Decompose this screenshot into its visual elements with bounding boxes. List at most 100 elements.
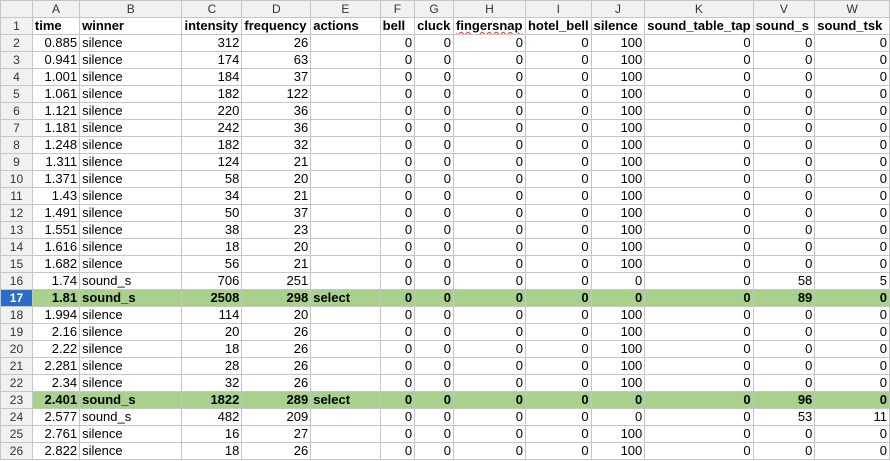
cell-v[interactable]: 0 bbox=[752, 306, 816, 324]
row-header[interactable]: 7 bbox=[0, 119, 33, 137]
cell-d[interactable]: 37 bbox=[241, 204, 312, 222]
cell-v[interactable]: 0 bbox=[752, 136, 816, 154]
cell-f[interactable]: 0 bbox=[379, 272, 416, 290]
cell-k[interactable]: 0 bbox=[644, 442, 754, 460]
cell-h[interactable]: 0 bbox=[453, 306, 526, 324]
cell-c[interactable]: 2508 bbox=[181, 289, 243, 307]
cell-b[interactable]: silence bbox=[79, 102, 183, 120]
cell-a[interactable]: 1.682 bbox=[31, 255, 81, 273]
cell-v[interactable]: sound_s bbox=[752, 17, 816, 35]
cell-h[interactable]: 0 bbox=[453, 289, 526, 307]
cell-f[interactable]: 0 bbox=[379, 170, 416, 188]
cell-h[interactable]: 0 bbox=[453, 238, 526, 256]
cell-g[interactable]: 0 bbox=[414, 221, 455, 239]
cell-g[interactable]: 0 bbox=[414, 153, 455, 171]
cell-a[interactable]: 1.181 bbox=[31, 119, 81, 137]
cell-a[interactable]: 2.16 bbox=[31, 323, 81, 341]
cell-c[interactable]: 20 bbox=[181, 323, 243, 341]
cell-b[interactable]: silence bbox=[79, 204, 183, 222]
cell-j[interactable]: 100 bbox=[590, 102, 646, 120]
cell-j[interactable]: 100 bbox=[590, 425, 646, 443]
cell-a[interactable]: 1.994 bbox=[31, 306, 81, 324]
cell-b[interactable]: sound_s bbox=[79, 289, 183, 307]
cell-j[interactable]: 100 bbox=[590, 374, 646, 392]
cell-f[interactable]: 0 bbox=[379, 51, 416, 69]
cell-w[interactable]: 0 bbox=[814, 136, 890, 154]
cell-c[interactable]: 16 bbox=[181, 425, 243, 443]
cell-k[interactable]: 0 bbox=[644, 238, 754, 256]
cell-w[interactable]: 0 bbox=[814, 51, 890, 69]
column-header-h[interactable]: H bbox=[453, 0, 526, 18]
cell-k[interactable]: 0 bbox=[644, 289, 754, 307]
cell-f[interactable]: 0 bbox=[379, 68, 416, 86]
cell-a[interactable]: 1.248 bbox=[31, 136, 81, 154]
cell-b[interactable]: silence bbox=[79, 442, 183, 460]
cell-e[interactable] bbox=[310, 238, 381, 256]
cell-f[interactable]: 0 bbox=[379, 306, 416, 324]
cell-d[interactable]: 298 bbox=[241, 289, 312, 307]
cell-c[interactable]: 220 bbox=[181, 102, 243, 120]
cell-f[interactable]: 0 bbox=[379, 204, 416, 222]
cell-g[interactable]: 0 bbox=[414, 374, 455, 392]
cell-e[interactable] bbox=[310, 170, 381, 188]
cell-w[interactable]: sound_tsk bbox=[814, 17, 890, 35]
cell-j[interactable]: 100 bbox=[590, 221, 646, 239]
cell-d[interactable]: 26 bbox=[241, 323, 312, 341]
row-header[interactable]: 5 bbox=[0, 85, 33, 103]
cell-g[interactable]: 0 bbox=[414, 34, 455, 52]
cell-w[interactable]: 0 bbox=[814, 374, 890, 392]
cell-j[interactable]: 100 bbox=[590, 357, 646, 375]
cell-c[interactable]: 182 bbox=[181, 136, 243, 154]
cell-k[interactable]: 0 bbox=[644, 221, 754, 239]
row-header[interactable]: 10 bbox=[0, 170, 33, 188]
cell-w[interactable]: 0 bbox=[814, 289, 890, 307]
cell-j[interactable]: 0 bbox=[590, 391, 646, 409]
cell-h[interactable]: 0 bbox=[453, 34, 526, 52]
cell-i[interactable]: 0 bbox=[524, 442, 592, 460]
cell-i[interactable]: 0 bbox=[524, 255, 592, 273]
cell-a[interactable]: 1.311 bbox=[31, 153, 81, 171]
cell-a[interactable]: 1.616 bbox=[31, 238, 81, 256]
cell-j[interactable]: 100 bbox=[590, 68, 646, 86]
cell-f[interactable]: 0 bbox=[379, 102, 416, 120]
cell-i[interactable]: 0 bbox=[524, 170, 592, 188]
cell-v[interactable]: 0 bbox=[752, 51, 816, 69]
cell-b[interactable]: sound_s bbox=[79, 391, 183, 409]
cell-f[interactable]: 0 bbox=[379, 442, 416, 460]
cell-a[interactable]: 0.941 bbox=[31, 51, 81, 69]
cell-d[interactable]: 26 bbox=[241, 340, 312, 358]
cell-e[interactable] bbox=[310, 272, 381, 290]
cell-d[interactable]: 289 bbox=[241, 391, 312, 409]
cell-h[interactable]: 0 bbox=[453, 340, 526, 358]
cell-f[interactable]: 0 bbox=[379, 136, 416, 154]
cell-a[interactable]: 2.281 bbox=[31, 357, 81, 375]
cell-e[interactable] bbox=[310, 221, 381, 239]
cell-j[interactable]: 100 bbox=[590, 119, 646, 137]
cell-a[interactable]: 1.74 bbox=[31, 272, 81, 290]
cell-i[interactable]: 0 bbox=[524, 102, 592, 120]
cell-c[interactable]: 58 bbox=[181, 170, 243, 188]
cell-i[interactable]: 0 bbox=[524, 408, 592, 426]
cell-d[interactable]: 122 bbox=[241, 85, 312, 103]
cell-a[interactable]: 2.401 bbox=[31, 391, 81, 409]
cell-e[interactable]: actions bbox=[310, 17, 381, 35]
cell-h[interactable]: 0 bbox=[453, 85, 526, 103]
cell-i[interactable]: 0 bbox=[524, 289, 592, 307]
cell-k[interactable]: 0 bbox=[644, 153, 754, 171]
cell-w[interactable]: 11 bbox=[814, 408, 890, 426]
cell-h[interactable]: 0 bbox=[453, 272, 526, 290]
cell-d[interactable]: 21 bbox=[241, 153, 312, 171]
cell-i[interactable]: 0 bbox=[524, 119, 592, 137]
cell-d[interactable]: 26 bbox=[241, 34, 312, 52]
cell-h[interactable]: 0 bbox=[453, 119, 526, 137]
cell-i[interactable]: 0 bbox=[524, 153, 592, 171]
cell-j[interactable]: silence bbox=[590, 17, 646, 35]
cell-i[interactable]: 0 bbox=[524, 187, 592, 205]
cell-h[interactable]: 0 bbox=[453, 323, 526, 341]
cell-k[interactable]: 0 bbox=[644, 102, 754, 120]
row-header[interactable]: 1 bbox=[0, 17, 33, 35]
cell-i[interactable]: 0 bbox=[524, 68, 592, 86]
cell-v[interactable]: 0 bbox=[752, 442, 816, 460]
cell-f[interactable]: 0 bbox=[379, 425, 416, 443]
cell-k[interactable]: 0 bbox=[644, 323, 754, 341]
